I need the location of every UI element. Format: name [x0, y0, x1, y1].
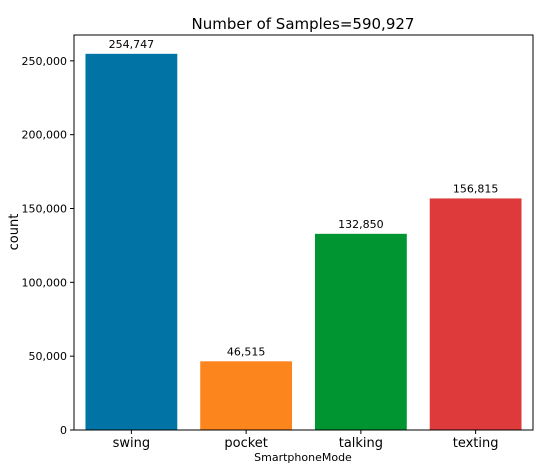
- x-tick-label-talking: talking: [339, 436, 383, 451]
- x-tick-label-texting: texting: [453, 436, 499, 451]
- data-label-pocket: 46,515: [227, 345, 266, 358]
- data-label-swing: 254,747: [109, 38, 155, 51]
- chart-title: Number of Samples=590,927: [192, 15, 415, 33]
- y-tick-label-0: 0: [60, 424, 67, 437]
- y-tick-label-1: 50,000: [29, 350, 68, 363]
- y-tick-label-4: 200,000: [22, 129, 68, 142]
- x-tick-label-pocket: pocket: [224, 436, 268, 451]
- bar-texting: [429, 198, 522, 430]
- x-tick-label-swing: swing: [113, 436, 151, 451]
- ticks-group: swing pocket talking texting 0 50,000 100,000 1…: [22, 55, 499, 451]
- data-label-texting: 156,815: [453, 182, 499, 195]
- x-axis-label: SmartphoneMode: [254, 451, 352, 464]
- bar-pocket: [200, 361, 293, 430]
- y-axis-label: count: [7, 214, 22, 251]
- bar-talking: [314, 233, 407, 430]
- y-tick-label-5: 250,000: [22, 55, 68, 68]
- bars-group: 254,747 46,515 132,850 156,815: [85, 38, 522, 430]
- bar-swing: [85, 53, 178, 430]
- y-tick-label-3: 150,000: [22, 202, 68, 215]
- y-tick-label-2: 100,000: [22, 276, 68, 289]
- data-label-talking: 132,850: [338, 218, 384, 231]
- plot-frame: [73, 34, 534, 431]
